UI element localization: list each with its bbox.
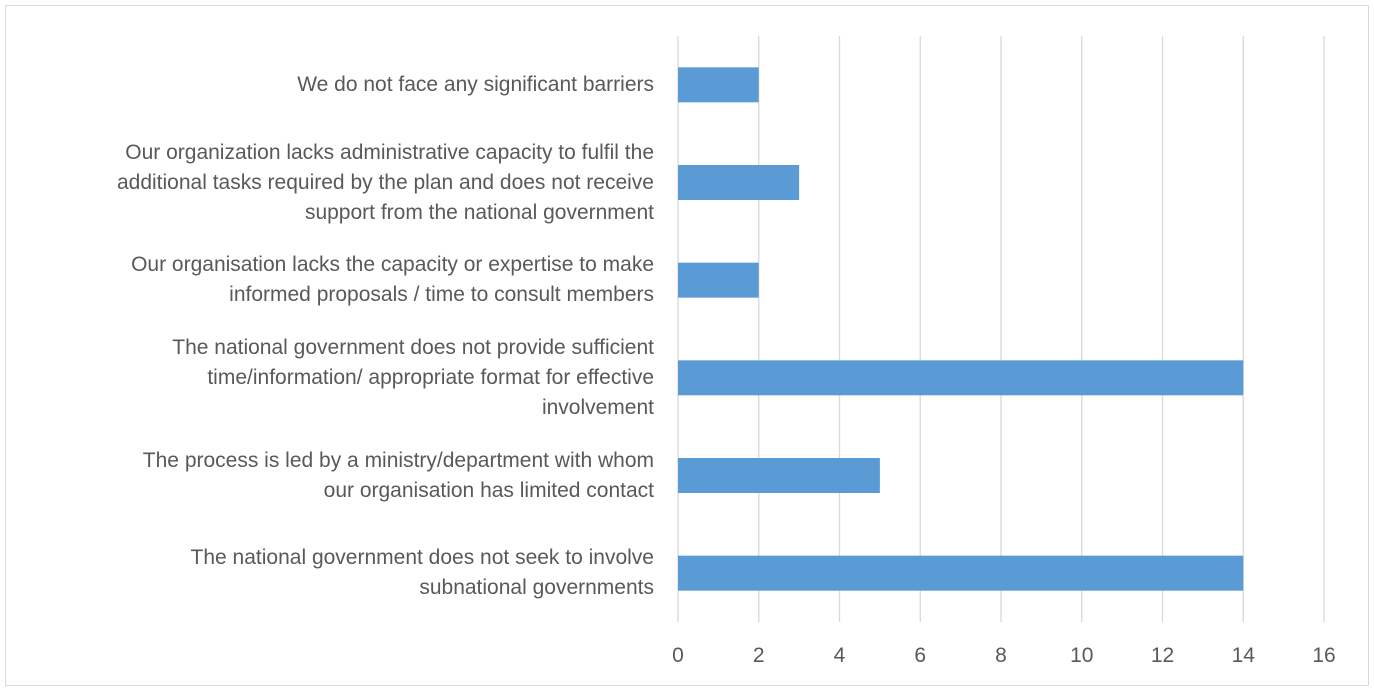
category-label-line: Our organisation lacks the capacity or e… [131,253,654,277]
bar [678,458,880,493]
category-label: The process is led by a ministry/departm… [0,446,654,506]
category-label-line: time/information/ appropriate format for… [207,365,654,389]
x-tick-label: 2 [753,644,765,667]
bars [678,67,1244,591]
category-label: Our organisation lacks the capacity or e… [0,250,654,310]
x-tick-label: 8 [995,644,1007,667]
category-label-line: Our organization lacks administrative ca… [125,140,654,164]
bar [678,262,759,298]
category-label-line: informed proposals / time to consult mem… [229,283,654,307]
x-tick-label: 4 [834,644,846,667]
category-label-line: additional tasks required by the plan an… [116,170,654,194]
category-label: Our organization lacks administrative ca… [0,138,654,228]
category-label: The national government does not seek to… [0,543,654,603]
category-label-line: involvement [541,395,654,419]
x-tick-label: 10 [1070,644,1093,667]
x-tick-label: 12 [1151,644,1174,667]
x-axis-ticks: 0 2 4 6 8 10 12 14 16 [672,644,1336,667]
bar [678,67,759,103]
category-label-line: The national government does not seek to… [190,546,654,570]
x-tick-label: 6 [914,644,926,667]
category-label-line: support from the national government [304,200,654,224]
category-label-line: subnational governments [419,576,654,600]
x-tick-label: 14 [1232,644,1256,667]
bar [678,165,800,200]
bar [678,555,1244,591]
category-label-line: The process is led by a ministry/departm… [142,448,654,472]
category-label-line: our organisation has limited contact [323,478,654,502]
bar [678,360,1244,396]
category-label: We do not face any significant barriers [0,70,654,100]
category-label-line: We do not face any significant barriers [297,72,654,96]
category-label-line: The national government does not provide… [172,335,654,359]
grid-lines [677,36,1325,622]
category-label: The national government does not provide… [0,333,654,423]
x-tick-label: 0 [672,644,684,667]
x-tick-label: 16 [1312,644,1335,667]
